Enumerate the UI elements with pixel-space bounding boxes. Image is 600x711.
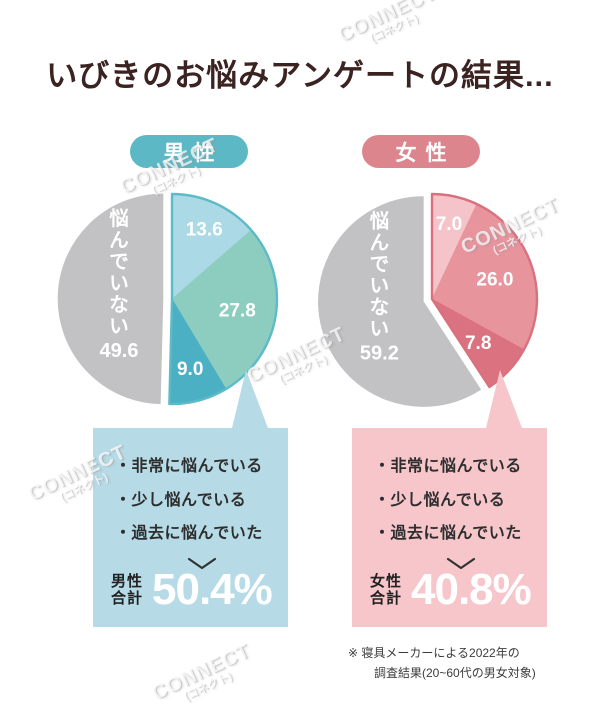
page-title: いびきのお悩みアンゲートの結果... <box>46 58 554 93</box>
footnote: ※ 寝具メーカーによる2022年の 調査結果(20~60代の男女対象) <box>348 644 536 684</box>
slice-name-label: 悩んでいない <box>370 210 390 341</box>
connect-watermark: CONNECT (コネクト) <box>148 639 254 705</box>
chevron-down-icon <box>187 557 216 569</box>
footnote-line: ※ 寝具メーカーによる2022年の <box>348 646 520 660</box>
slice-value-label: 7.8 <box>465 333 491 354</box>
chevron-down-icon <box>446 557 475 569</box>
male-summary-box: ・非常に悩んでいる ・少し悩んでいる ・過去に悩んでいた 男性 合計 50.4% <box>93 428 288 627</box>
pie-slice <box>318 196 482 407</box>
pie-group-outline <box>168 192 279 406</box>
bullet-item: ・非常に悩んでいる <box>374 458 522 475</box>
bullet-item: ・過去に悩んでいた <box>374 525 522 543</box>
slice-value-label: 9.0 <box>177 359 203 380</box>
female-total: 女性 合計 40.8% <box>370 565 532 615</box>
slice-name-label: 悩んでいない <box>109 207 129 338</box>
slice-value-label: 59.2 <box>360 343 399 365</box>
slice-value-label: 26.0 <box>476 270 513 291</box>
female-total-label: 女性 合計 <box>370 573 402 608</box>
slice-value-label: 49.6 <box>100 340 139 362</box>
slice-value-label: 13.6 <box>186 219 223 240</box>
male-badge: 男性 <box>130 135 248 168</box>
total-label-line: 女性 <box>370 572 403 590</box>
pie-group-outline <box>430 192 539 389</box>
male-total-label: 男性 合計 <box>111 573 143 608</box>
connect-watermark: CONNECT (コネクト) <box>334 0 440 47</box>
total-label-line: 合計 <box>370 590 403 607</box>
male-callout-pointer <box>232 370 268 428</box>
slice-value-label: 27.8 <box>219 300 256 321</box>
bullet-item: ・少し悩んでいる <box>115 491 247 509</box>
female-total-value: 40.8% <box>411 565 532 614</box>
bullet-item: ・少し悩んでいる <box>374 491 506 509</box>
male-total: 男性 合計 50.4% <box>111 565 273 615</box>
female-callout-pointer <box>486 370 522 428</box>
female-badge: 女性 <box>362 135 480 168</box>
slice-value-label: 7.0 <box>436 214 462 235</box>
total-label-line: 合計 <box>111 590 144 607</box>
male-total-value: 50.4% <box>152 565 273 614</box>
footnote-line: 調査結果(20~60代の男女対象) <box>374 665 536 680</box>
total-label-line: 男性 <box>111 572 144 590</box>
female-summary-box: ・非常に悩んでいる ・少し悩んでいる ・過去に悩んでいた 女性 合計 40.8% <box>352 428 547 627</box>
bullet-item: ・非常に悩んでいる <box>115 458 263 475</box>
bullet-item: ・過去に悩んでいた <box>115 525 263 543</box>
pie-slice <box>57 193 164 405</box>
